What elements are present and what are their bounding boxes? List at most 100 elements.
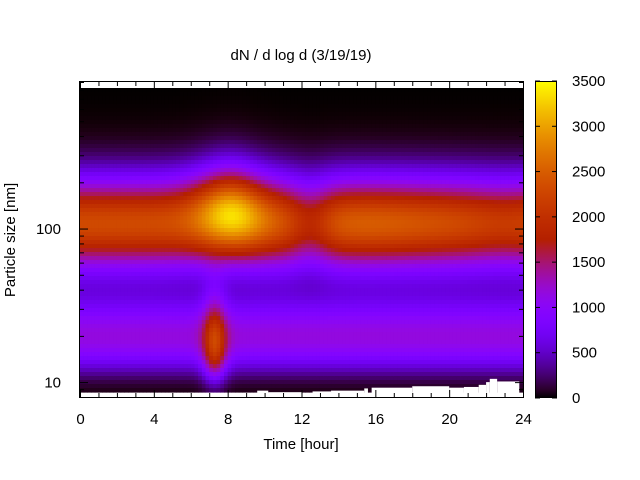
- heatmap-cell: [246, 136, 251, 141]
- heatmap-cell: [157, 88, 162, 93]
- heatmap-cell: [94, 200, 100, 205]
- heatmap-cell: [249, 88, 255, 93]
- heatmap-cell: [223, 224, 229, 229]
- heatmap-cell: [283, 128, 288, 133]
- heatmap-cell: [257, 216, 262, 221]
- heatmap-cell: [113, 148, 118, 153]
- heatmap-cell: [194, 376, 199, 381]
- heatmap-cell: [164, 236, 170, 241]
- heatmap-cell: [164, 304, 170, 309]
- heatmap-cell: [183, 256, 188, 261]
- heatmap-cell: [127, 172, 133, 177]
- heatmap-cell: [212, 352, 218, 357]
- heatmap-cell: [268, 88, 273, 93]
- heatmap-cell: [231, 112, 236, 117]
- heatmap-cell: [279, 152, 284, 157]
- heatmap-cell: [113, 216, 118, 221]
- heatmap-cell: [131, 96, 136, 101]
- heatmap-cell: [83, 388, 88, 393]
- heatmap-cell: [113, 236, 118, 241]
- heatmap-cell: [146, 208, 151, 213]
- heatmap-cell: [209, 136, 214, 141]
- heatmap-cell: [135, 304, 140, 309]
- heatmap-cell: [249, 316, 255, 321]
- heatmap-cell: [220, 256, 225, 261]
- heatmap-cell: [301, 288, 306, 293]
- heatmap-cell: [175, 116, 181, 121]
- heatmap-cell: [260, 208, 266, 213]
- heatmap-cell: [216, 172, 221, 177]
- heatmap-cell: [102, 272, 107, 277]
- heatmap-cell: [231, 344, 236, 349]
- heatmap-cell: [109, 356, 114, 361]
- heatmap-cell: [205, 188, 210, 193]
- heatmap-cell: [209, 372, 214, 377]
- heatmap-cell: [253, 356, 258, 361]
- heatmap-cell: [286, 116, 292, 121]
- heatmap-cell: [212, 260, 218, 265]
- heatmap-cell: [268, 360, 273, 365]
- heatmap-cell: [294, 164, 299, 169]
- heatmap-cell: [319, 184, 325, 189]
- heatmap-cell: [264, 308, 269, 313]
- heatmap-cell: [194, 340, 199, 345]
- heatmap-cell: [238, 356, 244, 361]
- heatmap-cell: [220, 304, 225, 309]
- heatmap-cell: [223, 276, 229, 281]
- heatmap-cell: [187, 112, 192, 117]
- heatmap-cell: [305, 316, 310, 321]
- heatmap-cell: [161, 184, 166, 189]
- heatmap-cell: [227, 164, 232, 169]
- heatmap-cell: [172, 124, 177, 129]
- heatmap-cell: [183, 340, 188, 345]
- heatmap-cell: [253, 280, 258, 285]
- heatmap-cell: [231, 272, 236, 277]
- heatmap-cell: [98, 300, 103, 305]
- heatmap-cell: [253, 372, 258, 377]
- heatmap-cell: [223, 380, 229, 385]
- heatmap-cell: [98, 116, 103, 121]
- heatmap-cell: [253, 100, 258, 105]
- heatmap-cell: [194, 280, 199, 285]
- heatmap-cell: [312, 312, 317, 317]
- heatmap-cell: [157, 320, 162, 325]
- heatmap-cell: [194, 312, 199, 317]
- heatmap-cell: [131, 112, 136, 117]
- heatmap-cell: [294, 140, 299, 145]
- heatmap-cell: [220, 224, 225, 229]
- heatmap-cell: [294, 220, 299, 225]
- heatmap-cell: [94, 272, 100, 277]
- heatmap-cell: [220, 352, 225, 357]
- heatmap-cell: [301, 344, 306, 349]
- heatmap-cell: [109, 376, 114, 381]
- heatmap-cell: [161, 344, 166, 349]
- heatmap-cell: [294, 388, 299, 393]
- heatmap-cell: [102, 304, 107, 309]
- heatmap-cell: [105, 288, 111, 293]
- heatmap-cell: [227, 328, 232, 333]
- heatmap-cell: [227, 212, 232, 217]
- heatmap-cell: [116, 184, 122, 189]
- heatmap-cell: [172, 176, 177, 181]
- heatmap-cell: [286, 300, 292, 305]
- heatmap-cell: [187, 288, 192, 293]
- heatmap-cell: [316, 372, 321, 377]
- heatmap-cell: [105, 92, 111, 97]
- heatmap-cell: [190, 336, 196, 341]
- heatmap-cell: [94, 156, 100, 161]
- heatmap-cell: [105, 248, 111, 253]
- heatmap-cell: [109, 220, 114, 225]
- heatmap-cell: [83, 296, 88, 301]
- heatmap-cell: [235, 280, 240, 285]
- heatmap-cell: [238, 96, 244, 101]
- heatmap-cell: [260, 188, 266, 193]
- heatmap-cell: [286, 348, 292, 353]
- heatmap-cell: [183, 232, 188, 237]
- heatmap-cell: [216, 152, 221, 157]
- heatmap-cell: [319, 216, 325, 221]
- heatmap-cell: [194, 248, 199, 253]
- heatmap-cell: [87, 276, 92, 281]
- heatmap-cell: [283, 152, 288, 157]
- heatmap-cell: [175, 240, 181, 245]
- heatmap-cell: [120, 152, 125, 157]
